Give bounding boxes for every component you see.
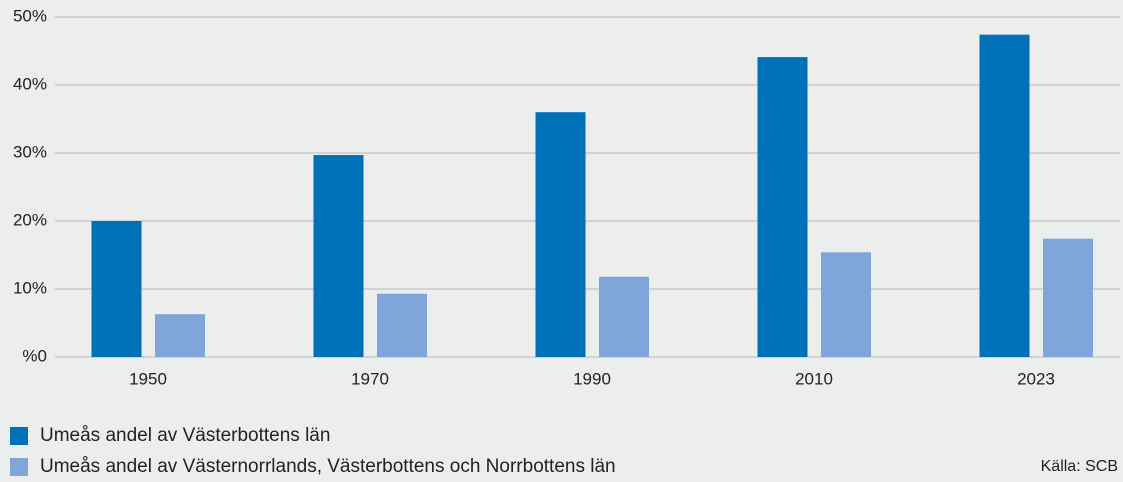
x-tick-label: 2010 — [795, 369, 833, 388]
y-tick-label: 50% — [13, 6, 47, 25]
bar — [979, 34, 1030, 358]
bar — [155, 314, 205, 357]
y-tick-label: 30% — [13, 142, 47, 161]
bar — [535, 112, 586, 357]
legend-label: Umeås andel av Västernorrlands, Västerbo… — [40, 456, 616, 477]
y-tick-label: 10% — [13, 278, 47, 297]
source: Källa: SCB — [1041, 458, 1118, 475]
legend-swatch — [10, 427, 28, 445]
bar — [821, 252, 871, 357]
x-tick-label: 1990 — [573, 369, 611, 388]
bar — [377, 293, 427, 357]
x-tick-label: 2023 — [1017, 369, 1055, 388]
bar — [757, 57, 808, 358]
x-tick-label: 1970 — [351, 369, 389, 388]
y-tick-label: %0 — [22, 346, 47, 365]
y-tick-label: 20% — [13, 210, 47, 229]
bar — [1043, 238, 1093, 357]
bar — [313, 155, 364, 357]
bar — [599, 276, 649, 357]
y-tick-label: 40% — [13, 74, 47, 93]
x-tick-label: 1950 — [129, 369, 167, 388]
legend-swatch — [10, 458, 28, 476]
bar — [91, 221, 142, 357]
legend-label: Umeås andel av Västerbottens län — [40, 425, 330, 446]
